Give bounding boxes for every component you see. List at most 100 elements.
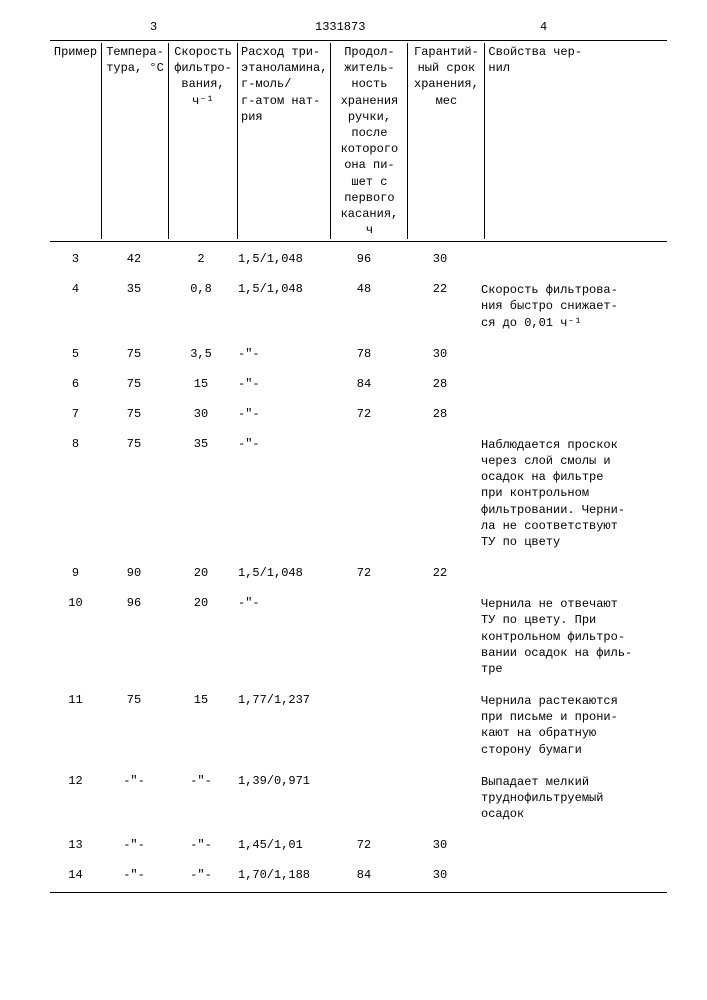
column-header-c1: Темпера- тура, °С [102,43,169,239]
column-header-c2: Скорость фильтро- вания, ч⁻¹ [169,43,238,239]
cell-c4 [326,429,402,558]
cell-c1: -"- [101,766,167,831]
cell-c0: 5 [50,339,101,369]
table-row: 5753,5-"-7830 [50,339,667,369]
cell-c4 [326,685,402,766]
cell-c4 [326,588,402,685]
cell-c6: Наблюдается проскок через слой смолы и о… [478,429,667,558]
cell-c2: 0,8 [167,274,235,339]
cell-c1: 35 [101,274,167,339]
cell-c4: 48 [326,274,402,339]
cell-c2: 2 [167,244,235,274]
cell-c3: -"- [235,429,326,558]
cell-c2: 3,5 [167,339,235,369]
cell-c3: -"- [235,339,326,369]
cell-c1: 42 [101,244,167,274]
cell-c2: 30 [167,399,235,429]
cell-c3: 1,5/1,048 [235,244,326,274]
cell-c1: -"- [101,830,167,860]
table-row: 34221,5/1,0489630 [50,244,667,274]
cell-c5 [402,766,478,831]
cell-c5: 28 [402,369,478,399]
column-header-c0: Пример [50,43,102,239]
cell-c1: -"- [101,860,167,890]
cell-c0: 7 [50,399,101,429]
cell-c6 [478,244,667,274]
cell-c0: 11 [50,685,101,766]
column-header-c3: Расход три- этаноламина, г-моль/ г-атом … [238,43,331,239]
cell-c6: Чернила растекаются при письме и прони- … [478,685,667,766]
cell-c5: 28 [402,399,478,429]
data-table: ПримерТемпера- тура, °ССкорость фильтро-… [50,43,667,239]
table-row: 77530-"-7228 [50,399,667,429]
cell-c6 [478,399,667,429]
cell-c5 [402,588,478,685]
header-numbers: 3 1331873 4 [50,20,667,38]
cell-c2: 20 [167,558,235,588]
cell-c0: 14 [50,860,101,890]
cell-c3: 1,5/1,048 [235,274,326,339]
cell-c3: 1,5/1,048 [235,558,326,588]
cell-c0: 3 [50,244,101,274]
cell-c4: 96 [326,244,402,274]
cell-c5: 30 [402,860,478,890]
table-head: ПримерТемпера- тура, °ССкорость фильтро-… [50,43,667,239]
cell-c6 [478,860,667,890]
cell-c0: 8 [50,429,101,558]
cell-c5 [402,685,478,766]
table-row: 67515-"-8428 [50,369,667,399]
cell-c4: 72 [326,558,402,588]
cell-c6 [478,558,667,588]
cell-c5 [402,429,478,558]
cell-c3: 1,39/0,971 [235,766,326,831]
cell-c6: Выпадает мелкий труднофильтруемый осадок [478,766,667,831]
cell-c2: 15 [167,369,235,399]
cell-c5: 30 [402,830,478,860]
cell-c6: Чернила не отвечают ТУ по цвету. При кон… [478,588,667,685]
cell-c5: 30 [402,339,478,369]
cell-c1: 75 [101,429,167,558]
table-row: 109620-"- Чернила не отвечают ТУ по цвету… [50,588,667,685]
cell-c2: -"- [167,860,235,890]
cell-c2: -"- [167,830,235,860]
cell-c2: 35 [167,429,235,558]
table-row: 13-"--"-1,45/1,017230 [50,830,667,860]
table-row: 14-"--"-1,70/1,1888430 [50,860,667,890]
column-header-c6: Свойства чер- нил [485,43,667,239]
table-row: 4350,81,5/1,0484822Скорость фильтрова- н… [50,274,667,339]
cell-c4: 72 [326,830,402,860]
cell-c6: Скорость фильтрова- ния быстро снижает- … [478,274,667,339]
cell-c5: 22 [402,558,478,588]
cell-c3: -"- [235,588,326,685]
cell-c6 [478,369,667,399]
cell-c4 [326,766,402,831]
cell-c4: 84 [326,860,402,890]
cell-c3: 1,70/1,188 [235,860,326,890]
table-row: 87535-"- Наблюдается проскок через слой с… [50,429,667,558]
page-num-right: 4 [540,20,547,34]
cell-c3: 1,45/1,01 [235,830,326,860]
cell-c4: 72 [326,399,402,429]
cell-c1: 96 [101,588,167,685]
cell-c0: 10 [50,588,101,685]
cell-c0: 12 [50,766,101,831]
cell-c4: 78 [326,339,402,369]
cell-c2: 15 [167,685,235,766]
top-rule [50,40,667,41]
data-table-body: 34221,5/1,04896304350,81,5/1,0484822Скор… [50,244,667,890]
cell-c3: -"- [235,399,326,429]
mid-rule [50,241,667,242]
cell-c1: 75 [101,399,167,429]
cell-c0: 13 [50,830,101,860]
bottom-rule [50,892,667,893]
document-number: 1331873 [315,20,365,34]
page-num-left: 3 [150,20,157,34]
cell-c2: 20 [167,588,235,685]
cell-c5: 22 [402,274,478,339]
column-header-c5: Гарантий- ный срок хранения, мес [408,43,485,239]
table-row: 12-"--"-1,39/0,971Выпадает мелкий трудно… [50,766,667,831]
table-row: 990201,5/1,0487222 [50,558,667,588]
cell-c0: 9 [50,558,101,588]
column-header-c4: Продол- житель- ность хранения ручки, по… [331,43,408,239]
cell-c0: 4 [50,274,101,339]
